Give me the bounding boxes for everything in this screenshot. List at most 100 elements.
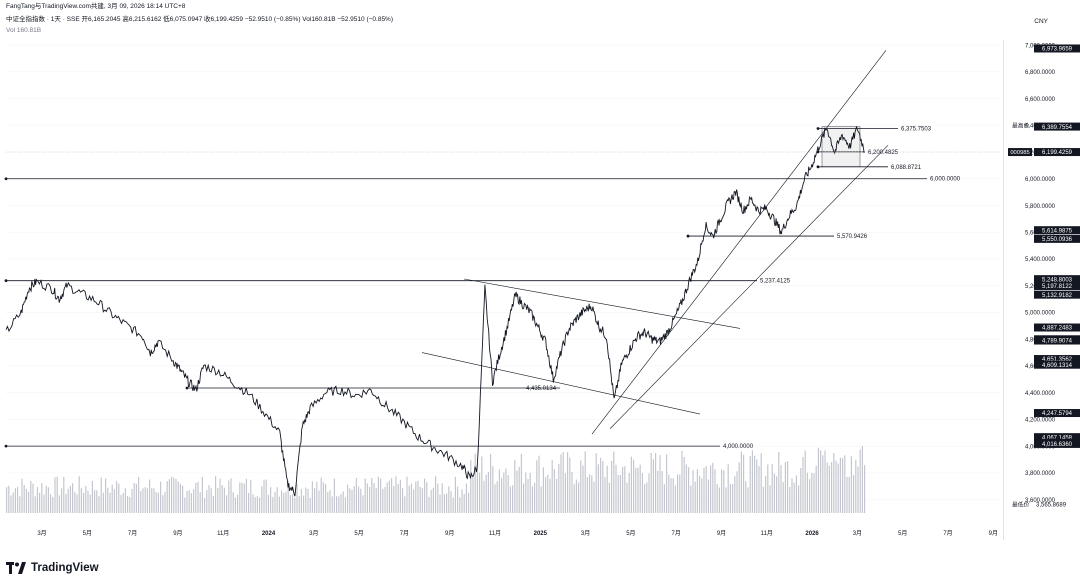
- volume-bar: [146, 488, 148, 513]
- volume-bar: [406, 476, 408, 513]
- volume-bar: [329, 490, 331, 513]
- volume-bar: [347, 484, 349, 513]
- volume-bar: [175, 479, 177, 513]
- volume-bar: [296, 484, 298, 513]
- volume-bar: [556, 478, 558, 513]
- volume-bar: [421, 488, 423, 513]
- volume-bar: [586, 477, 588, 513]
- volume-bar: [758, 466, 760, 513]
- volume-bar: [826, 462, 828, 513]
- price-axis-separator: [1003, 40, 1004, 540]
- volume-bar: [245, 478, 247, 513]
- volume-bar: [490, 454, 492, 513]
- chart-area[interactable]: 7,000.00006,800.00006,600.00006,400.0000…: [0, 40, 1080, 540]
- volume-bar: [360, 488, 362, 513]
- volume-bar: [509, 486, 511, 513]
- volume-bar: [575, 479, 577, 513]
- volume-bar: [503, 472, 505, 513]
- volume-bar: [212, 496, 214, 513]
- volume-bar: [393, 486, 395, 513]
- volume-bar: [206, 490, 208, 513]
- x-tick-label: 2025: [534, 531, 548, 537]
- volume-bar: [336, 496, 338, 513]
- volume-bar: [426, 482, 428, 513]
- axis-value-label: 6,389.7554: [1042, 125, 1073, 131]
- volume-bar: [811, 472, 813, 513]
- volume-bar: [633, 459, 635, 513]
- x-tick-label: 2024: [262, 531, 276, 537]
- volume-bar: [778, 452, 780, 513]
- volume-bar: [201, 476, 203, 513]
- volume-bar: [52, 496, 54, 513]
- volume-bar: [113, 489, 115, 513]
- volume-bar: [701, 478, 703, 513]
- axis-value-label: 5,550.0936: [1042, 237, 1073, 243]
- volume-bar: [694, 481, 696, 513]
- volume-bar: [58, 495, 60, 513]
- volume-bar: [553, 469, 555, 513]
- volume-bar: [287, 480, 289, 513]
- volume-bar: [188, 490, 190, 513]
- volume-bar: [94, 490, 96, 513]
- footer: TradingView: [0, 558, 1080, 585]
- volume-bar: [567, 452, 569, 513]
- y-tick-label: 4,200.0000: [1025, 418, 1056, 424]
- volume-bar: [195, 482, 197, 513]
- volume-bar: [780, 465, 782, 513]
- x-tick-label: 9月: [173, 530, 182, 537]
- volume-bar: [483, 480, 485, 513]
- volume-bar: [270, 487, 272, 513]
- y-tick-label: 6,800.0000: [1025, 70, 1056, 76]
- range-box: [821, 126, 861, 167]
- volume-bar: [388, 480, 390, 513]
- volume-bar: [98, 496, 100, 513]
- x-tick-label: 5月: [626, 530, 635, 537]
- volume-bar: [589, 474, 591, 513]
- volume-bar: [219, 478, 221, 513]
- volume-bar: [342, 491, 344, 513]
- downtrend-upper: [463, 278, 741, 329]
- volume-bar: [375, 487, 377, 513]
- volume-bar: [261, 486, 263, 513]
- volume-bar: [210, 488, 212, 513]
- volume-bar: [109, 492, 111, 513]
- volume-bar: [50, 494, 52, 513]
- level-4435-anchor: [185, 386, 189, 390]
- volume-bar: [855, 460, 857, 513]
- axis-value-label: 4,609.1314: [1042, 363, 1073, 369]
- volume-bar: [498, 469, 500, 513]
- volume-bar: [765, 475, 767, 513]
- volume-bar: [578, 482, 580, 513]
- volume-bar: [47, 487, 49, 513]
- volume-bar: [127, 496, 129, 513]
- level-5237-label: 5,237.4125: [760, 279, 791, 285]
- axis-value-label: 5,614.9875: [1042, 228, 1073, 234]
- volume-legend[interactable]: Vol 160.81B: [6, 27, 42, 34]
- volume-bar: [692, 470, 694, 513]
- volume-bar: [703, 467, 705, 513]
- axis-value-box: [1034, 360, 1080, 369]
- symbol-ohlc-legend[interactable]: 中证全指指数 · 1天 · SSE 开6,165.2045 高6,215.616…: [6, 16, 394, 23]
- volume-bar: [298, 496, 300, 513]
- price-chart[interactable]: 7,000.00006,800.00006,600.00006,400.0000…: [0, 40, 1080, 540]
- volume-bar: [639, 464, 641, 513]
- volume-bar: [353, 486, 355, 513]
- volume-bar: [791, 478, 793, 513]
- volume-bar: [657, 470, 659, 513]
- volume-bar: [417, 480, 419, 513]
- volume-bar: [87, 490, 89, 513]
- tradingview-logo[interactable]: TradingView: [6, 562, 99, 574]
- volume-bar: [505, 468, 507, 513]
- axis-value-label: 4,789.9074: [1042, 339, 1073, 345]
- volume-bar: [864, 465, 866, 513]
- volume-bar: [520, 453, 522, 513]
- axis-value-label: 3,565.8689: [1036, 502, 1067, 508]
- volume-bar: [311, 481, 313, 513]
- volume-bar: [696, 469, 698, 513]
- volume-bar: [666, 454, 668, 513]
- volume-bar: [784, 462, 786, 513]
- volume-bar: [397, 484, 399, 513]
- volume-bar: [663, 484, 665, 513]
- volume-bar: [622, 466, 624, 513]
- volume-bar: [263, 479, 265, 513]
